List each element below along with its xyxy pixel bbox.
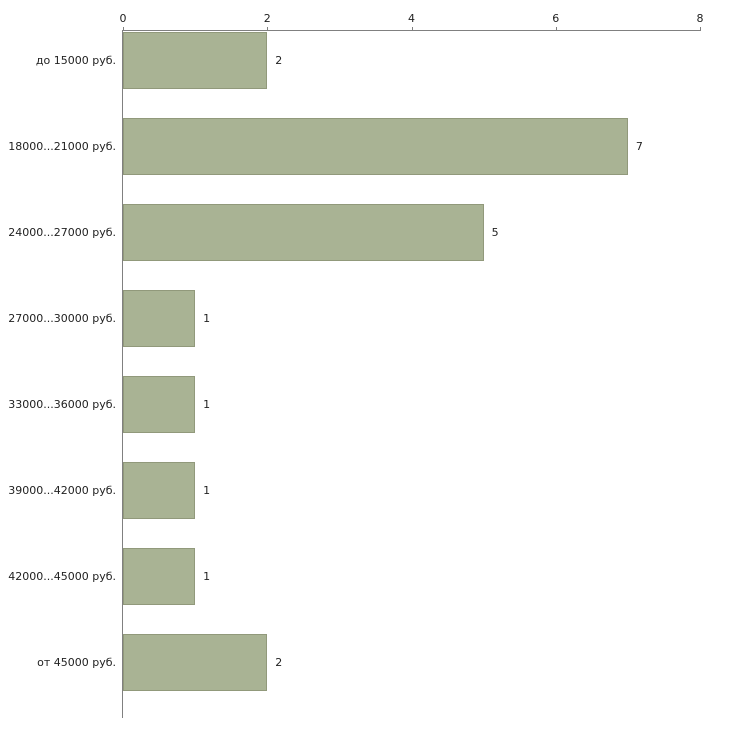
value-label: 1 — [203, 312, 211, 325]
x-tick-label: 0 — [119, 12, 127, 25]
bar-row: 27000...30000 руб. 1 — [8, 289, 700, 375]
x-tick-label: 6 — [552, 12, 560, 25]
category-label: 27000...30000 руб. — [8, 312, 116, 325]
bar-row: 18000...21000 руб. 7 — [8, 117, 700, 203]
x-tick-mark — [700, 27, 701, 31]
value-label: 2 — [275, 54, 283, 67]
x-tick-mark — [267, 27, 269, 31]
bar — [123, 462, 196, 519]
category-label: до 15000 руб. — [35, 54, 116, 67]
category-label: 33000...36000 руб. — [8, 398, 116, 411]
bar — [123, 548, 196, 605]
bar-row: до 15000 руб. 2 — [36, 31, 700, 117]
x-tick-mark — [123, 27, 124, 31]
value-label: 1 — [203, 484, 211, 497]
value-label: 5 — [491, 226, 499, 239]
bar — [123, 376, 196, 433]
x-tick-label: 8 — [696, 12, 704, 25]
x-tick-mark — [411, 27, 413, 31]
bar-row: 33000...36000 руб. 1 — [8, 375, 700, 461]
value-label: 1 — [203, 570, 211, 583]
bar — [123, 634, 268, 691]
bar-row: 24000...27000 руб. 5 — [8, 203, 700, 289]
category-label: от 45000 руб. — [37, 656, 116, 669]
bar — [123, 290, 196, 347]
value-label: 2 — [275, 656, 283, 669]
category-label: 39000...42000 руб. — [8, 484, 116, 497]
x-tick-label: 2 — [263, 12, 271, 25]
bar-row: от 45000 руб. 2 — [37, 633, 700, 719]
category-label: 42000...45000 руб. — [8, 570, 116, 583]
x-tick-mark — [555, 27, 557, 31]
category-label: 24000...27000 руб. — [8, 226, 116, 239]
bar — [123, 32, 268, 89]
bar-row: 42000...45000 руб. 1 — [8, 547, 700, 633]
bar — [123, 204, 484, 261]
category-label: 18000...21000 руб. — [8, 140, 116, 153]
bar — [123, 118, 628, 175]
plot-area: 0 2 4 6 8 до 15000 руб. 2 18000...21000 руб. 7 24… — [8, 12, 704, 719]
value-label: 7 — [635, 140, 643, 153]
value-label: 1 — [203, 398, 211, 411]
bar-row: 39000...42000 руб. 1 — [8, 461, 700, 547]
x-tick-label: 4 — [408, 12, 415, 25]
